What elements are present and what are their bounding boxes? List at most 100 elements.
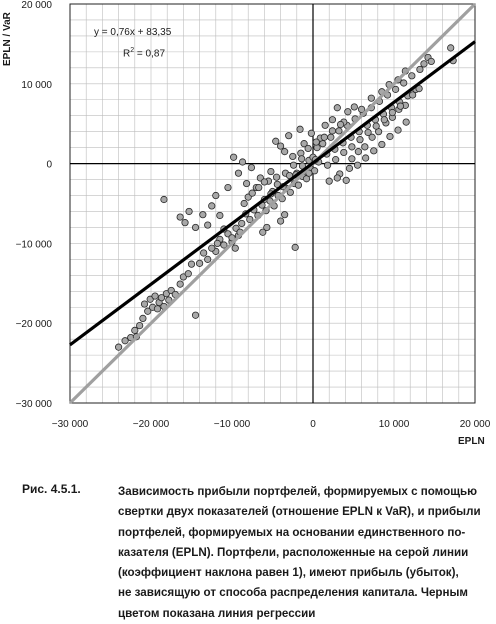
- data-point: [231, 244, 239, 252]
- scatter-chart: −30 000 −20 000 −10 000 0 10 000 20 000 20 000…: [2, 0, 491, 447]
- data-point: [240, 199, 248, 208]
- x-axis-label: EPLN: [458, 436, 485, 447]
- data-point: [305, 169, 313, 177]
- data-point: [276, 142, 285, 150]
- data-point: [356, 136, 364, 144]
- data-point: [328, 116, 337, 124]
- axis-layer: [69, 3, 476, 404]
- data-point: [204, 221, 212, 229]
- caption-line: (коэффициент наклона равен 1), имеют при…: [118, 566, 459, 580]
- x-tick-label: 10 000: [379, 419, 410, 430]
- data-points: [115, 44, 457, 351]
- data-point: [181, 219, 189, 227]
- data-point: [340, 148, 348, 157]
- data-point: [267, 167, 275, 176]
- data-point: [259, 228, 267, 236]
- y-tick-label: −10 000: [16, 239, 53, 250]
- data-point: [333, 104, 341, 112]
- data-point: [298, 155, 306, 163]
- data-point: [115, 343, 123, 351]
- data-point: [230, 153, 238, 161]
- caption-line: не зависящую от способа распределения ка…: [118, 586, 468, 600]
- data-point: [336, 120, 345, 129]
- data-point: [447, 44, 455, 52]
- identity-line: [68, 2, 477, 405]
- caption-text: Зависимость прибыли портфелей, формируем…: [118, 482, 492, 624]
- data-point: [320, 133, 328, 141]
- data-point: [408, 72, 416, 80]
- data-point: [285, 132, 293, 140]
- data-point: [281, 148, 289, 156]
- caption-line: цветом показана линия регрессии: [118, 606, 316, 620]
- data-point: [212, 191, 220, 200]
- data-point: [386, 132, 394, 141]
- data-point: [289, 152, 297, 161]
- r2-prefix: R: [123, 48, 131, 60]
- data-point: [131, 326, 139, 334]
- y-tick-label: −20 000: [16, 319, 53, 330]
- data-point: [191, 223, 200, 232]
- data-point: [323, 161, 332, 169]
- data-point: [364, 128, 372, 137]
- data-point: [368, 133, 376, 141]
- y-tick-label: 10 000: [21, 80, 52, 91]
- data-point: [392, 85, 400, 93]
- data-point: [121, 337, 129, 345]
- data-point: [396, 102, 405, 110]
- data-point: [165, 296, 173, 304]
- data-point: [362, 154, 370, 162]
- data-point: [416, 65, 424, 74]
- y-axis-label: EPLN / VaR: [2, 12, 13, 66]
- caption-line: казателя (EPLN). Портфели, расположенные…: [118, 545, 469, 559]
- data-point: [140, 300, 149, 308]
- r-squared-label: R2 = 0,87: [123, 47, 165, 59]
- data-point: [289, 161, 298, 169]
- data-point: [160, 195, 168, 204]
- x-tick-label: −30 000: [52, 419, 89, 430]
- data-point: [204, 255, 212, 263]
- data-point: [136, 321, 144, 330]
- caption-line: портфелей, формируемых на основании един…: [118, 525, 466, 539]
- data-point: [328, 127, 337, 135]
- r2-superscript: 2: [130, 47, 135, 54]
- data-point: [348, 143, 356, 151]
- data-point: [187, 260, 196, 268]
- data-point: [312, 138, 320, 146]
- data-point: [199, 211, 207, 219]
- data-point: [153, 305, 162, 313]
- data-point: [344, 108, 352, 116]
- data-point: [151, 292, 159, 300]
- data-point: [300, 140, 308, 148]
- r2-value: = 0,87: [134, 48, 165, 60]
- x-tick-label: 20 000: [460, 419, 491, 430]
- data-point: [345, 164, 354, 172]
- data-point: [247, 163, 256, 172]
- figure-number: Рис. 4.5.1.: [22, 482, 81, 496]
- data-point: [335, 127, 343, 135]
- data-point: [380, 116, 388, 124]
- caption-line: Зависимость прибыли портфелей, формируем…: [118, 485, 478, 498]
- data-point: [409, 91, 417, 99]
- data-point: [427, 57, 435, 66]
- data-point: [400, 79, 408, 87]
- data-point: [248, 189, 256, 197]
- data-point: [357, 105, 366, 113]
- data-point: [139, 314, 147, 323]
- data-point: [327, 133, 335, 141]
- data-point: [296, 125, 304, 133]
- data-point: [272, 137, 280, 145]
- data-point: [342, 176, 350, 184]
- trend-lines: [68, 2, 477, 405]
- data-point: [144, 307, 152, 315]
- data-point: [325, 177, 333, 185]
- data-point: [402, 118, 410, 126]
- data-point: [255, 183, 263, 192]
- x-tick-label: −20 000: [133, 419, 170, 430]
- data-point: [228, 234, 236, 242]
- regression-equation: y = 0,76x + 83,35: [94, 27, 172, 38]
- data-point: [208, 244, 216, 252]
- data-point: [394, 126, 402, 134]
- data-point: [294, 181, 303, 189]
- data-point: [246, 215, 254, 224]
- data-point: [304, 144, 312, 153]
